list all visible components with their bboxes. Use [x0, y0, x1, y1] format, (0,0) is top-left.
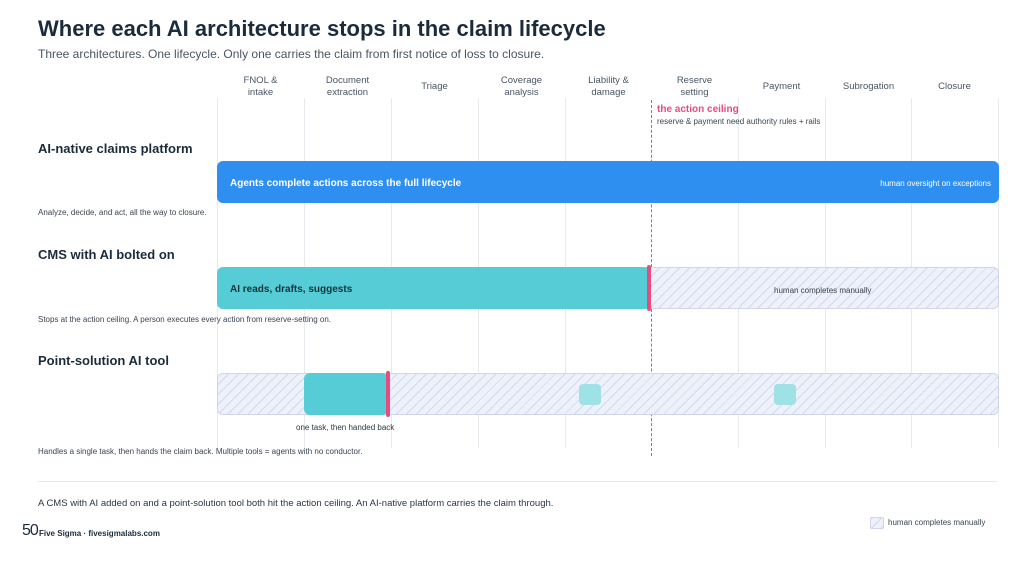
- stage-coverage-analysis: Coverage analysis: [478, 75, 565, 98]
- point-tool-chip: [579, 384, 601, 405]
- stage-fnol: FNOL & intake: [217, 75, 304, 98]
- ai-native-bar-note: human oversight on exceptions: [880, 179, 991, 188]
- stage-label: FNOL &: [243, 75, 278, 86]
- stage-label-line2: damage: [591, 86, 626, 98]
- footer-summary: A CMS with AI added on and a point-solut…: [38, 498, 554, 509]
- cms-ai-bar-label: AI reads, drafts, suggests: [230, 284, 353, 295]
- brand-text: Five Sigma · fivesigmalabs.com: [39, 529, 160, 538]
- point-task-block: [304, 373, 388, 415]
- brand-logo-mark: 50: [22, 522, 39, 539]
- cms-ceiling-marker: [647, 265, 651, 311]
- row-description-point-solution: Handles a single task, then hands the cl…: [38, 447, 363, 456]
- point-tool-chip: [774, 384, 796, 405]
- footer-divider: [38, 481, 998, 482]
- point-task-note: one task, then handed back: [296, 423, 395, 432]
- action-ceiling-note: reserve & payment need authority rules +…: [657, 117, 821, 126]
- row-title-cms: CMS with AI bolted on: [38, 247, 175, 262]
- row-description-cms: Stops at the action ceiling. A person ex…: [38, 315, 332, 324]
- stage-label-line2: extraction: [326, 86, 369, 98]
- legend-label: human completes manually: [888, 518, 986, 527]
- legend-hatch-swatch: [870, 517, 884, 529]
- stage-label: Triage: [421, 81, 448, 92]
- stage-label: Document: [325, 75, 370, 86]
- stage-label-line2: analysis: [504, 86, 539, 98]
- stage-triage: Triage: [391, 81, 478, 93]
- stage-subrogation: Subrogation: [825, 81, 912, 93]
- cms-manual-segment: human completes manually: [648, 267, 999, 309]
- stage-label-line2: setting: [680, 86, 709, 98]
- stage-document-extraction: Document extraction: [304, 75, 391, 98]
- stage-closure: Closure: [911, 81, 998, 93]
- page-title: Where each AI architecture stops in the …: [38, 16, 606, 41]
- row-title-point-solution: Point-solution AI tool: [38, 353, 169, 368]
- ai-native-bar-label: Agents complete actions across the full …: [230, 178, 462, 189]
- stage-liability-damage: Liability & damage: [565, 75, 652, 98]
- stage-label: Subrogation: [842, 81, 895, 92]
- stage-label: Payment: [762, 81, 801, 92]
- stage-label: Closure: [938, 81, 971, 92]
- point-handoff-marker: [386, 371, 390, 417]
- cms-manual-note: human completes manually: [774, 286, 872, 295]
- stage-reserve-setting: Reserve setting: [651, 75, 738, 98]
- ai-native-bar: Agents complete actions across the full …: [217, 161, 999, 203]
- stage-label: Coverage: [500, 75, 543, 86]
- cms-ai-bar: AI reads, drafts, suggests: [217, 267, 651, 309]
- stage-label: Liability &: [588, 75, 629, 86]
- page-subtitle: Three architectures. One lifecycle. Only…: [38, 47, 545, 61]
- row-title-ai-native: AI-native claims platform: [38, 141, 193, 156]
- action-ceiling-label: the action ceiling: [657, 104, 739, 115]
- stage-payment: Payment: [738, 81, 825, 93]
- row-description-ai-native: Analyze, decide, and act, all the way to…: [38, 208, 207, 217]
- stage-label-line2: intake: [247, 86, 274, 98]
- stage-label: Reserve: [676, 75, 713, 86]
